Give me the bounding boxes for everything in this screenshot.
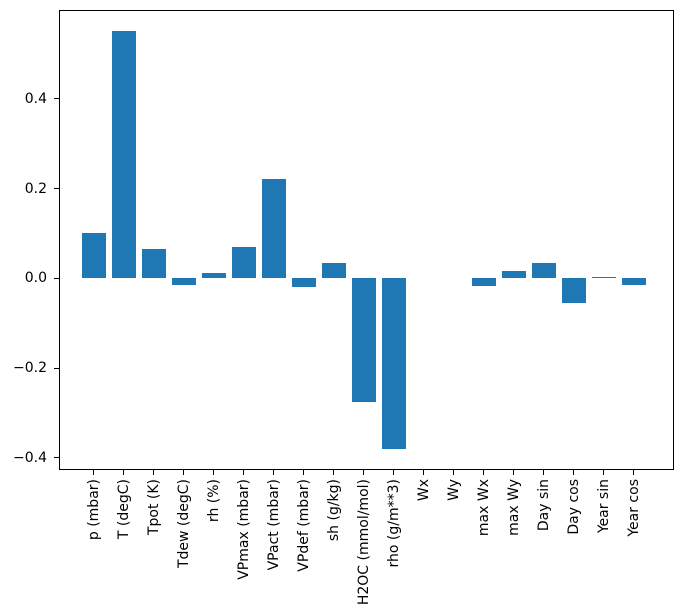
x-tick-mark [453,470,454,475]
x-tick-mark [153,470,154,475]
x-tick-label: p (mbar) [85,479,102,541]
x-tick-label: H2OC (mmol/mol) [355,479,372,606]
y-tick-label: −0.4 [13,449,47,466]
bar [471,278,496,286]
bar [141,249,166,279]
x-tick-label: Day sin [535,479,552,532]
x-tick-mark [483,470,484,475]
x-tick-label: Year cos [625,479,642,537]
x-tick-label: Day cos [565,479,582,535]
bar [291,278,316,288]
x-tick-mark [393,470,394,475]
y-tick-mark [54,457,59,459]
x-tick-mark [363,470,364,475]
x-tick-label: Wx [415,479,432,502]
y-tick-mark [54,277,59,279]
bar [231,246,256,279]
bar [111,30,136,279]
x-tick-label: VPdef (mbar) [295,479,312,572]
y-tick-mark [54,188,59,190]
x-tick-label: Wy [445,479,462,501]
bar [261,179,286,279]
bar [561,278,586,304]
y-tick-label: 0.4 [24,90,47,107]
x-tick-mark [123,470,124,475]
x-tick-label: max Wy [505,479,522,536]
x-tick-label: T (degC) [115,479,132,540]
x-tick-mark [423,470,424,475]
x-tick-label: Year sin [595,479,612,534]
x-tick-mark [603,470,604,475]
bar [201,272,226,279]
x-tick-label: max Wx [475,479,492,537]
x-tick-mark [633,470,634,475]
y-tick-label: −0.2 [13,360,47,377]
y-tick-label: 0.0 [24,270,47,287]
bar [81,233,106,279]
bar [351,278,376,402]
x-tick-mark [243,470,244,475]
bar [591,276,616,279]
x-tick-mark [303,470,304,475]
x-tick-mark [183,470,184,475]
x-tick-mark [93,470,94,475]
x-tick-label: VPact (mbar) [265,479,282,571]
x-tick-label: sh (g/kg) [325,479,342,542]
x-tick-mark [213,470,214,475]
plot-area [59,10,674,470]
x-tick-label: rh (%) [205,479,222,523]
x-tick-label: Tdew (degC) [175,479,192,569]
x-tick-mark [513,470,514,475]
bar [531,263,556,279]
x-tick-label: rho (g/m**3) [385,479,402,568]
bar [501,270,526,279]
x-tick-mark [543,470,544,475]
y-tick-mark [54,98,59,100]
bar [321,263,346,279]
y-tick-label: 0.2 [24,180,47,197]
bar [381,278,406,450]
y-tick-mark [54,367,59,369]
x-tick-label: Tpot (K) [145,479,162,536]
x-tick-mark [273,470,274,475]
x-tick-mark [333,470,334,475]
bar [171,278,196,286]
bar [621,278,646,286]
x-tick-label: VPmax (mbar) [235,479,252,580]
x-tick-mark [573,470,574,475]
